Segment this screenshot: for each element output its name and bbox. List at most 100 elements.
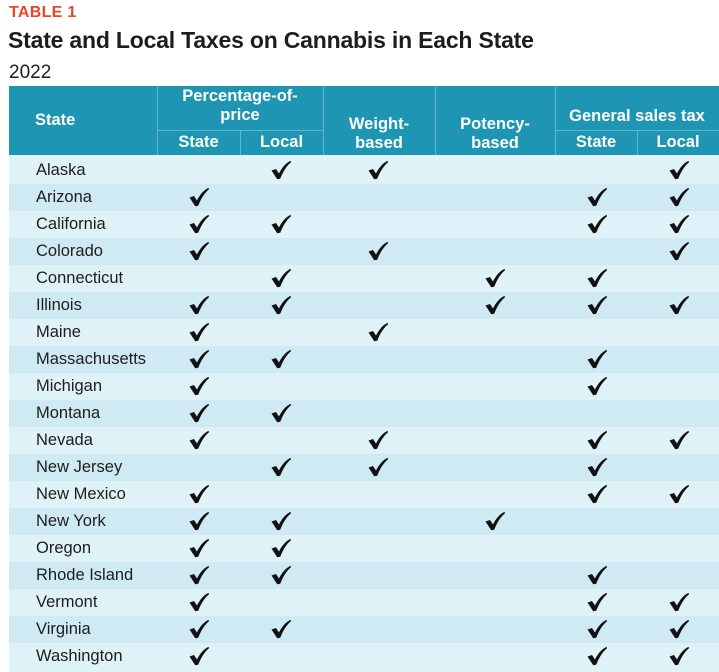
checkmark-icon bbox=[586, 592, 608, 612]
table-row: Rhode Island bbox=[9, 562, 719, 589]
state-name: Nevada bbox=[36, 431, 93, 449]
state-name: New Mexico bbox=[36, 485, 126, 503]
checkmark-icon bbox=[668, 160, 690, 180]
checkmark-icon bbox=[668, 241, 690, 261]
checkmark-icon bbox=[484, 295, 506, 315]
checkmark-icon bbox=[188, 295, 210, 315]
table-row: Massachusetts bbox=[9, 346, 719, 373]
checkmark-icon bbox=[188, 619, 210, 639]
header-percentage-group: Percentage-of- price bbox=[157, 87, 323, 125]
state-name: California bbox=[36, 215, 106, 233]
checkmark-icon bbox=[188, 214, 210, 234]
checkmark-icon bbox=[270, 268, 292, 288]
state-name: Massachusetts bbox=[36, 350, 147, 368]
state-name: Montana bbox=[36, 404, 101, 422]
checkmark-icon bbox=[668, 592, 690, 612]
state-name: Connecticut bbox=[36, 269, 124, 287]
checkmark-icon bbox=[188, 403, 210, 423]
state-name: Virginia bbox=[36, 620, 91, 638]
table-row: Arizona bbox=[9, 184, 719, 211]
state-name: Vermont bbox=[36, 593, 98, 611]
checkmark-icon bbox=[188, 187, 210, 207]
checkmark-icon bbox=[484, 268, 506, 288]
checkmark-icon bbox=[586, 457, 608, 477]
checkmark-icon bbox=[586, 646, 608, 666]
checkmark-icon bbox=[668, 484, 690, 504]
tax-table: State Percentage-of- price State Local W… bbox=[9, 86, 719, 672]
state-name: Alaska bbox=[36, 161, 86, 179]
checkmark-icon bbox=[668, 430, 690, 450]
state-name: Rhode Island bbox=[36, 566, 134, 584]
checkmark-icon bbox=[484, 511, 506, 531]
checkmark-icon bbox=[270, 160, 292, 180]
header-potency-line1: Potency- bbox=[460, 115, 530, 133]
checkmark-icon bbox=[367, 160, 389, 180]
header-pct-state: State bbox=[178, 133, 219, 151]
checkmark-icon bbox=[586, 430, 608, 450]
header-potency: Potency- based bbox=[435, 115, 555, 153]
table-row: Michigan bbox=[9, 373, 719, 400]
table-row: Maine bbox=[9, 319, 719, 346]
checkmark-icon bbox=[586, 295, 608, 315]
header-state: State bbox=[35, 111, 76, 129]
checkmark-icon bbox=[188, 646, 210, 666]
table-row: New York bbox=[9, 508, 719, 535]
state-name: Colorado bbox=[36, 242, 103, 260]
table-row: California bbox=[9, 211, 719, 238]
header-divider bbox=[435, 86, 436, 155]
header-weight-line2: based bbox=[355, 134, 403, 152]
checkmark-icon bbox=[188, 349, 210, 369]
table-row: Colorado bbox=[9, 238, 719, 265]
checkmark-icon bbox=[586, 619, 608, 639]
checkmark-icon bbox=[586, 484, 608, 504]
header-divider bbox=[555, 86, 556, 155]
checkmark-icon bbox=[188, 241, 210, 261]
checkmark-icon bbox=[270, 349, 292, 369]
header-divider bbox=[240, 130, 241, 155]
checkmark-icon bbox=[270, 565, 292, 585]
header-percentage-line2: price bbox=[220, 106, 260, 124]
header-percentage-line1: Percentage-of- bbox=[182, 87, 298, 105]
header-sales-state: State bbox=[575, 133, 617, 151]
checkmark-icon bbox=[367, 430, 389, 450]
checkmark-icon bbox=[270, 619, 292, 639]
table-row: Vermont bbox=[9, 589, 719, 616]
header-sales-local: Local bbox=[656, 133, 700, 151]
checkmark-icon bbox=[270, 214, 292, 234]
checkmark-icon bbox=[270, 538, 292, 558]
table-row: Alaska bbox=[9, 157, 719, 184]
header-divider bbox=[157, 86, 158, 155]
state-name: Oregon bbox=[36, 539, 92, 557]
checkmark-icon bbox=[586, 565, 608, 585]
state-name: Illinois bbox=[36, 296, 82, 314]
table-header: State Percentage-of- price State Local W… bbox=[9, 86, 719, 155]
state-name: New York bbox=[36, 512, 106, 530]
checkmark-icon bbox=[270, 457, 292, 477]
table-label: TABLE 1 bbox=[9, 4, 77, 21]
checkmark-icon bbox=[188, 565, 210, 585]
table-row: Nevada bbox=[9, 427, 719, 454]
checkmark-icon bbox=[188, 430, 210, 450]
header-pct-local: Local bbox=[259, 133, 304, 151]
checkmark-icon bbox=[586, 268, 608, 288]
table-title: State and Local Taxes on Cannabis in Eac… bbox=[8, 27, 534, 53]
table-row: Virginia bbox=[9, 616, 719, 643]
state-name: Michigan bbox=[36, 377, 103, 395]
checkmark-icon bbox=[188, 484, 210, 504]
table-row: Oregon bbox=[9, 535, 719, 562]
checkmark-icon bbox=[668, 295, 690, 315]
checkmark-icon bbox=[586, 376, 608, 396]
header-sales-group: General sales tax bbox=[569, 107, 705, 125]
checkmark-icon bbox=[668, 646, 690, 666]
state-name: Maine bbox=[36, 323, 81, 341]
header-potency-line2: based bbox=[471, 134, 519, 152]
state-name: New Jersey bbox=[36, 458, 123, 476]
checkmark-icon bbox=[586, 187, 608, 207]
checkmark-icon bbox=[586, 214, 608, 234]
checkmark-icon bbox=[188, 376, 210, 396]
checkmark-icon bbox=[270, 295, 292, 315]
table-row: Illinois bbox=[9, 292, 719, 319]
state-name: Arizona bbox=[36, 188, 92, 206]
table-row: Connecticut bbox=[9, 265, 719, 292]
checkmark-icon bbox=[668, 619, 690, 639]
